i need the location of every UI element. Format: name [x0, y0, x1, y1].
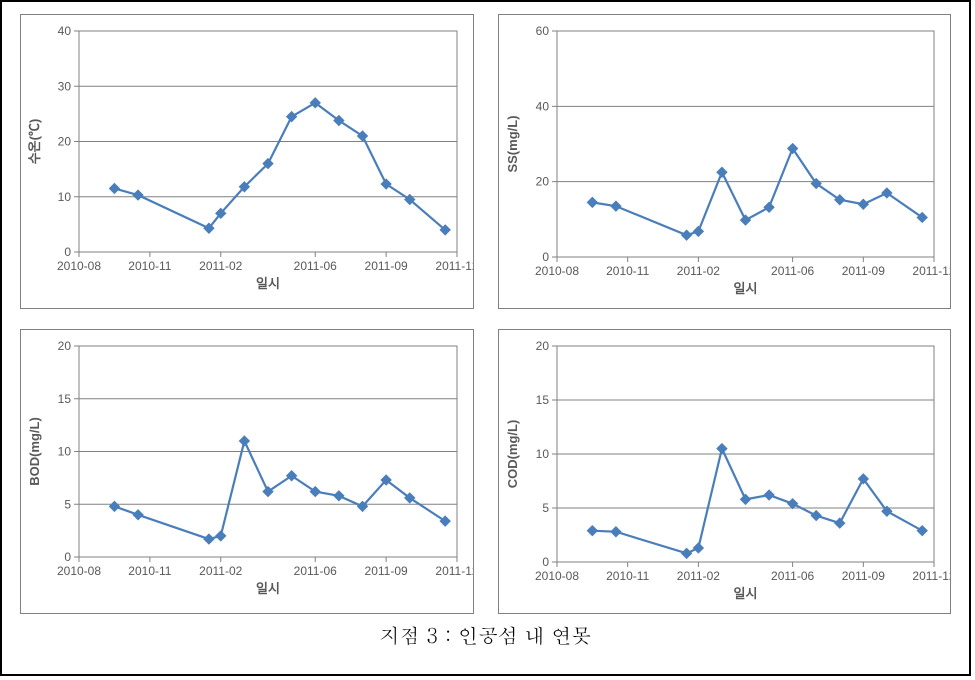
x-tick-label: 2011-09	[365, 564, 408, 578]
data-marker	[717, 444, 727, 454]
chart-svg: 0 10 20 30 40 2010-08 2010-11 2011-02 2011-06 201…	[21, 15, 473, 298]
chart-panel-bod: 0 5 10 15 20 2010-08 2010-11 2011-02 2011-06 2011…	[20, 329, 474, 614]
x-tick-label: 2011-06	[771, 569, 814, 583]
y-tick-label: 30	[58, 79, 72, 93]
data-marker	[587, 526, 597, 536]
x-tick-label: 2010-08	[535, 264, 579, 278]
x-tick-label: 2010-11	[606, 264, 649, 278]
data-marker	[741, 215, 751, 225]
chart-svg: 0 5 10 15 20 2010-08 2010-11 2011-02 2011-06 2011…	[499, 330, 950, 608]
data-marker	[858, 199, 868, 209]
y-tick-label: 20	[58, 135, 72, 149]
chart-svg: 0 5 10 15 20 2010-08 2010-11 2011-02 2011-06 2011…	[21, 330, 473, 603]
y-tick-label: 10	[58, 445, 72, 459]
y-tick-label: 10	[58, 190, 72, 204]
x-tick-label: 2011-09	[842, 569, 885, 583]
data-marker	[611, 201, 621, 211]
data-line	[592, 449, 922, 554]
y-axis-label: SS(mg/L)	[505, 115, 520, 172]
y-tick-label: 5	[64, 497, 71, 511]
chart-panel-temperature: 0 10 20 30 40 2010-08 2010-11 2011-02 2011-06 201…	[20, 14, 474, 309]
data-marker	[682, 230, 692, 240]
x-tick-label: 2010-11	[128, 259, 171, 273]
x-tick-label: 2011-12	[912, 264, 950, 278]
x-tick-label: 2011-09	[365, 259, 408, 273]
data-marker	[109, 183, 119, 193]
x-axis-label: 일시	[734, 586, 758, 601]
chart-panel-cod: 0 5 10 15 20 2010-08 2010-11 2011-02 2011-06 2011…	[498, 329, 951, 614]
data-marker	[133, 510, 143, 520]
data-marker	[764, 202, 774, 212]
x-tick-label: 2011-09	[842, 264, 885, 278]
data-marker	[611, 527, 621, 537]
x-tick-label: 2011-06	[294, 564, 337, 578]
y-axis-label: 수온(℃)	[27, 119, 42, 165]
chart-svg: 0 20 40 60 2010-08 2010-11 2011-02 2011-06 2011-…	[499, 15, 950, 303]
y-tick-label: 60	[536, 24, 550, 38]
y-tick-label: 40	[58, 24, 72, 38]
x-axis-label: 일시	[256, 581, 280, 596]
data-marker	[109, 501, 119, 511]
data-marker	[693, 543, 703, 553]
chart-panel-ss: 0 20 40 60 2010-08 2010-11 2011-02 2011-06 2011-…	[498, 14, 951, 309]
data-marker	[764, 490, 774, 500]
chart-grid: 0102030402010-082010-112011-022011-06201…	[2, 2, 969, 612]
data-marker	[917, 526, 927, 536]
x-tick-label: 2011-06	[771, 264, 814, 278]
data-marker	[287, 112, 297, 122]
x-tick-label: 2011-02	[677, 569, 720, 583]
data-line	[592, 149, 922, 236]
y-tick-label: 0	[542, 250, 549, 264]
data-marker	[741, 494, 751, 504]
y-tick-label: 5	[542, 501, 549, 515]
figure-container: 0102030402010-082010-112011-022011-06201…	[0, 0, 971, 676]
data-line	[114, 103, 445, 230]
x-axis-label: 일시	[734, 281, 758, 296]
x-tick-label: 2010-11	[128, 564, 171, 578]
data-marker	[835, 518, 845, 528]
data-marker	[133, 190, 143, 200]
y-tick-label: 40	[536, 99, 550, 113]
x-tick-label: 2010-08	[57, 564, 101, 578]
y-tick-label: 0	[64, 245, 71, 259]
x-tick-label: 2011-12	[912, 569, 950, 583]
data-line	[114, 441, 445, 539]
y-tick-label: 15	[536, 393, 550, 407]
data-marker	[587, 197, 597, 207]
data-marker	[682, 548, 692, 558]
x-tick-label: 2011-06	[294, 259, 337, 273]
y-axis-label: COD(mg/L)	[505, 420, 520, 489]
y-tick-label: 20	[536, 175, 550, 189]
x-tick-label: 2010-08	[57, 259, 101, 273]
x-axis-label: 일시	[256, 276, 280, 291]
data-marker	[788, 499, 798, 509]
x-tick-label: 2010-11	[606, 569, 649, 583]
x-tick-label: 2011-12	[435, 259, 473, 273]
data-marker	[693, 226, 703, 236]
y-tick-label: 0	[64, 550, 71, 564]
y-tick-label: 20	[58, 339, 72, 353]
y-axis-label: BOD(mg/L)	[27, 417, 42, 486]
data-marker	[811, 511, 821, 521]
x-tick-label: 2011-12	[435, 564, 473, 578]
x-tick-label: 2011-02	[199, 259, 242, 273]
figure-caption: 지점 3 : 인공섬 내 연못	[2, 620, 969, 649]
x-tick-label: 2011-02	[199, 564, 242, 578]
y-tick-label: 0	[542, 555, 549, 569]
y-tick-label: 10	[536, 447, 550, 461]
data-marker	[216, 531, 226, 541]
data-marker	[239, 436, 249, 446]
data-marker	[204, 534, 214, 544]
data-marker	[717, 167, 727, 177]
y-tick-label: 20	[536, 339, 550, 353]
y-tick-label: 15	[58, 392, 72, 406]
x-tick-label: 2010-08	[535, 569, 579, 583]
x-tick-label: 2011-02	[677, 264, 720, 278]
data-marker	[334, 491, 344, 501]
